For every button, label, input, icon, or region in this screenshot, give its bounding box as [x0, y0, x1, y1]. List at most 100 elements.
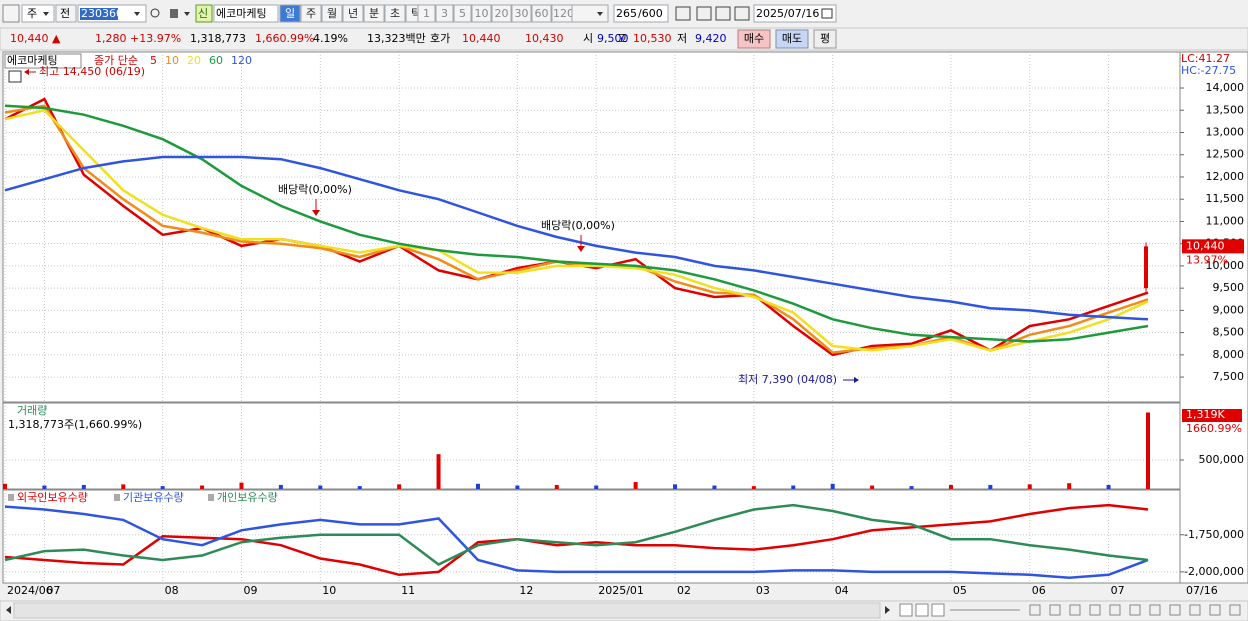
- box[interactable]: [491, 4, 512, 23]
- box: [4, 53, 82, 69]
- box[interactable]: [300, 4, 322, 23]
- sell-button[interactable]: 매도: [782, 32, 802, 45]
- interval-button[interactable]: 20: [495, 7, 509, 20]
- nav-button[interactable]: [931, 603, 945, 617]
- y-tick-label: 10,000: [1206, 259, 1245, 272]
- box[interactable]: [813, 29, 837, 49]
- arrow-head: [854, 377, 859, 383]
- tool-icon[interactable]: [734, 6, 750, 21]
- period-button[interactable]: 초: [390, 7, 400, 20]
- volume-bar: [397, 484, 402, 489]
- period-button[interactable]: 틱: [411, 7, 421, 20]
- calendar-icon[interactable]: [821, 8, 833, 19]
- tool-icon[interactable]: [696, 6, 712, 21]
- volume-bar: [830, 483, 835, 489]
- prev-button[interactable]: 전: [60, 7, 70, 20]
- tool-icon[interactable]: [1029, 604, 1041, 616]
- box[interactable]: [571, 4, 609, 23]
- tool-icon[interactable]: [1229, 604, 1241, 616]
- candle-body: [1144, 246, 1148, 289]
- x-tick-label: 05: [953, 584, 967, 597]
- legend-entry: 5: [150, 54, 157, 67]
- period-button[interactable]: 주: [306, 7, 316, 20]
- interval-button[interactable]: 60: [535, 7, 549, 20]
- y-tick-label: -2,000,000: [1184, 565, 1244, 578]
- box[interactable]: [453, 4, 472, 23]
- info-change-pct: +13.97%: [130, 32, 181, 45]
- tool-icon[interactable]: [1189, 604, 1201, 616]
- tool-icon[interactable]: [1129, 604, 1141, 616]
- box[interactable]: [213, 4, 279, 23]
- y-tick-label: 11,500: [1206, 192, 1245, 205]
- box[interactable]: [531, 4, 552, 23]
- legend-swatch: [114, 494, 120, 501]
- interval-button[interactable]: 30: [515, 7, 529, 20]
- box[interactable]: [471, 4, 492, 23]
- tool-icon[interactable]: [1209, 604, 1221, 616]
- tool-icon[interactable]: [1049, 604, 1061, 616]
- search-icon[interactable]: [150, 8, 160, 18]
- nav-button[interactable]: [915, 603, 929, 617]
- box[interactable]: [55, 4, 77, 23]
- box[interactable]: [321, 4, 343, 23]
- tool-icon[interactable]: [1069, 604, 1081, 616]
- box[interactable]: [613, 4, 669, 23]
- volume-bar: [554, 484, 559, 489]
- volume-bar: [436, 454, 441, 489]
- box[interactable]: [342, 4, 364, 23]
- box[interactable]: [21, 4, 55, 23]
- volume-bar: [278, 484, 283, 489]
- count[interactable]: 265: [616, 7, 637, 20]
- box[interactable]: [753, 4, 837, 23]
- buy-button[interactable]: 매수: [744, 32, 764, 45]
- tool-icon[interactable]: [1149, 604, 1161, 616]
- stock-code[interactable]: 230360: [81, 7, 123, 20]
- tool-icon[interactable]: [715, 6, 731, 21]
- avg-button[interactable]: 평: [820, 32, 830, 45]
- arrow-head: [24, 69, 29, 75]
- interval-button[interactable]: 3: [441, 7, 448, 20]
- scroll-left[interactable]: [6, 606, 11, 614]
- info-change: 1,280: [95, 32, 127, 45]
- tool-icon[interactable]: [1169, 604, 1181, 616]
- interval-button[interactable]: 10: [475, 7, 489, 20]
- tool-icon[interactable]: [675, 6, 691, 21]
- box[interactable]: [511, 4, 532, 23]
- box[interactable]: [279, 4, 301, 23]
- low-label: 최저 7,390 (04/08): [738, 373, 837, 386]
- sound-icon[interactable]: [170, 9, 178, 18]
- box[interactable]: [384, 4, 406, 23]
- market-select[interactable]: 주: [27, 7, 37, 20]
- box[interactable]: [2, 4, 20, 23]
- series-line: [4, 503, 1149, 566]
- interval-button[interactable]: 1: [423, 7, 430, 20]
- tool-icon[interactable]: [1109, 604, 1121, 616]
- box: [2, 402, 1181, 490]
- scroll-right[interactable]: [885, 606, 890, 614]
- volume-tag-label: 1,319K: [1186, 408, 1225, 421]
- volume-bar: [909, 486, 914, 489]
- legend-entry: 외국인보유수량: [17, 491, 88, 504]
- interval-button[interactable]: 5: [459, 7, 466, 20]
- period-button[interactable]: 월: [327, 7, 337, 20]
- stock-name[interactable]: 에코마케팅: [216, 7, 267, 20]
- interval-button[interactable]: 120: [553, 7, 574, 20]
- box[interactable]: [13, 602, 881, 619]
- volume-bar: [791, 485, 796, 489]
- box[interactable]: [363, 4, 385, 23]
- box[interactable]: [737, 29, 771, 49]
- period-button[interactable]: 일: [285, 6, 295, 20]
- volume-bar: [357, 486, 362, 489]
- period-button[interactable]: 년: [348, 7, 358, 20]
- nav-button[interactable]: [899, 603, 913, 617]
- date[interactable]: 2025/07/16: [756, 7, 819, 20]
- box[interactable]: [775, 29, 809, 49]
- tool-icon[interactable]: [1089, 604, 1101, 616]
- info-open: 9,500: [597, 32, 629, 45]
- box[interactable]: [417, 4, 436, 23]
- period-button[interactable]: 분: [369, 7, 379, 20]
- box[interactable]: [435, 4, 454, 23]
- info-price: 10,440 ▲: [10, 32, 61, 45]
- series-line: [4, 505, 1149, 580]
- volume-bar: [200, 485, 205, 489]
